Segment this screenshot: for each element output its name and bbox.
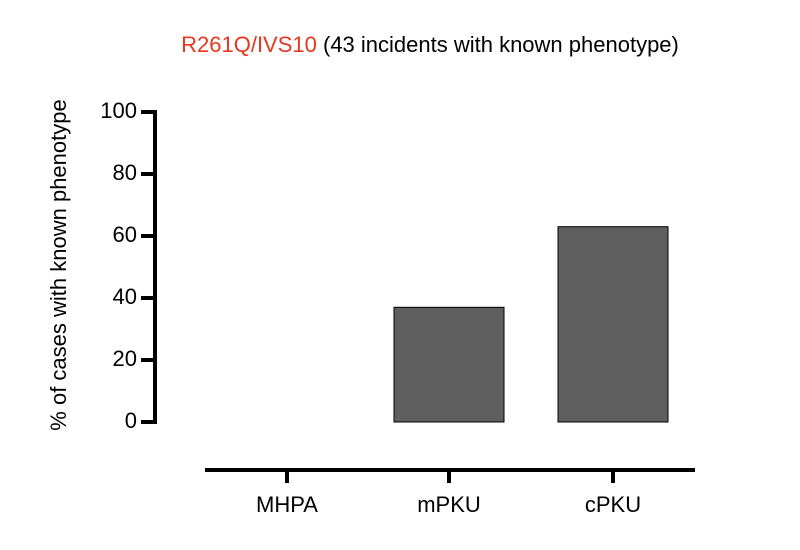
x-tick-label: MHPA [256, 492, 318, 517]
y-axis-label: % of cases with known phenotype [46, 99, 71, 430]
title-highlight: R261Q/IVS10 [181, 32, 317, 57]
chart-title: R261Q/IVS10 (43 incidents with known phe… [181, 32, 679, 57]
y-tick-label: 100 [100, 98, 137, 123]
y-tick-label: 20 [113, 346, 137, 371]
bar [393, 306, 505, 423]
bar [557, 226, 669, 423]
y-tick-label: 60 [113, 222, 137, 247]
title-rest: (43 incidents with known phenotype) [317, 32, 679, 57]
x-tick-label: cPKU [585, 492, 641, 517]
y-tick-label: 40 [113, 284, 137, 309]
x-tick-label: mPKU [417, 492, 481, 517]
y-tick-label: 0 [125, 408, 137, 433]
y-tick-label: 80 [113, 160, 137, 185]
